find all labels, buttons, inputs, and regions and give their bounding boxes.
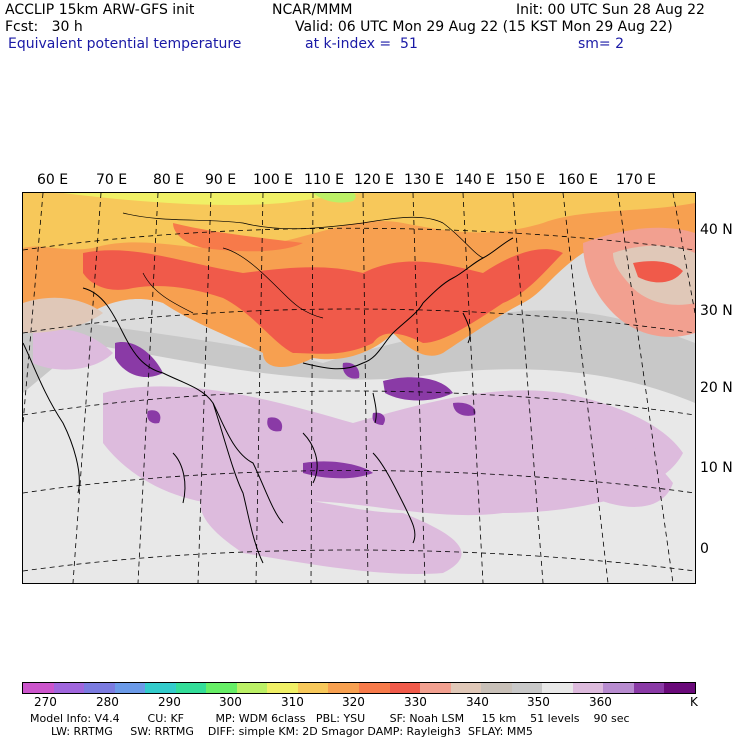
lon-label: 170 E [616, 172, 657, 188]
colorbar-swatch [633, 683, 665, 693]
colorbar-swatch [481, 683, 512, 693]
colorbar-swatch [420, 683, 451, 693]
lon-label: 70 E [96, 172, 128, 188]
run-title: ACCLIP 15km ARW-GFS init [5, 2, 195, 18]
lon-label: 80 E [153, 172, 185, 188]
lon-label: 150 E [505, 172, 546, 188]
lat-label: 20 N [700, 380, 733, 396]
theta-e-field [23, 193, 695, 583]
lon-label: 100 E [253, 172, 294, 188]
lon-label: 60 E [37, 172, 69, 188]
colorbar-swatch [511, 683, 543, 693]
model-info-line2: LW: RRTMG SW: RRTMG DIFF: simple KM: 2D … [30, 725, 533, 738]
forecast-hour: Fcst: 30 h [5, 19, 83, 35]
field-name: Equivalent potential temperature [8, 36, 242, 52]
colorbar-swatch [542, 683, 573, 693]
colorbar-tick: 310 [281, 695, 304, 709]
colorbar-swatch [84, 683, 115, 693]
colorbar-tick: 330 [404, 695, 427, 709]
colorbar-tick: 290 [158, 695, 181, 709]
lon-label: 160 E [558, 172, 599, 188]
colorbar-swatch [359, 683, 390, 693]
colorbar-swatch [572, 683, 604, 693]
colorbar-swatch [664, 683, 696, 693]
lat-label: 10 N [700, 460, 733, 476]
init-time: Init: 00 UTC Sun 28 Aug 22 [516, 2, 705, 18]
colorbar-swatch [297, 683, 329, 693]
lon-label: 120 E [354, 172, 395, 188]
lon-label: 90 E [205, 172, 237, 188]
valid-time: Valid: 06 UTC Mon 29 Aug 22 (15 KST Mon … [295, 19, 673, 35]
lat-label: 40 N [700, 222, 733, 238]
colorbar-swatch [114, 683, 146, 693]
colorbar-tick: 270 [34, 695, 57, 709]
colorbar-tick: 360 [589, 695, 612, 709]
colorbar-swatch [603, 683, 634, 693]
smoothing-value: sm= 2 [578, 36, 625, 52]
colorbar-unit: K [690, 695, 698, 709]
colorbar-tick: 280 [96, 695, 119, 709]
colorbar-swatch [328, 683, 360, 693]
colorbar-swatch [145, 683, 176, 693]
lon-label: 140 E [455, 172, 496, 188]
colorbar-swatch [236, 683, 268, 693]
colorbar-swatch [206, 683, 237, 693]
colorbar-swatch [267, 683, 298, 693]
colorbar-swatch [53, 683, 85, 693]
map-panel [22, 192, 696, 584]
colorbar-swatch [450, 683, 482, 693]
colorbar-swatch [175, 683, 207, 693]
colorbar-tick: 300 [219, 695, 242, 709]
colorbar-swatch [389, 683, 421, 693]
producer-label: NCAR/MMM [272, 2, 353, 18]
level-index: at k-index = 51 [305, 36, 418, 52]
colorbar-tick: 320 [342, 695, 365, 709]
lon-label: 130 E [404, 172, 445, 188]
colorbar [22, 682, 696, 694]
model-info-line1: Model Info: V4.4 CU: KF MP: WDM 6class P… [30, 712, 630, 725]
colorbar-tick: 340 [466, 695, 489, 709]
colorbar-tick: 350 [527, 695, 550, 709]
lat-label: 0 [700, 541, 709, 557]
lat-label: 30 N [700, 303, 733, 319]
lon-label: 110 E [304, 172, 345, 188]
colorbar-swatch [23, 683, 54, 693]
